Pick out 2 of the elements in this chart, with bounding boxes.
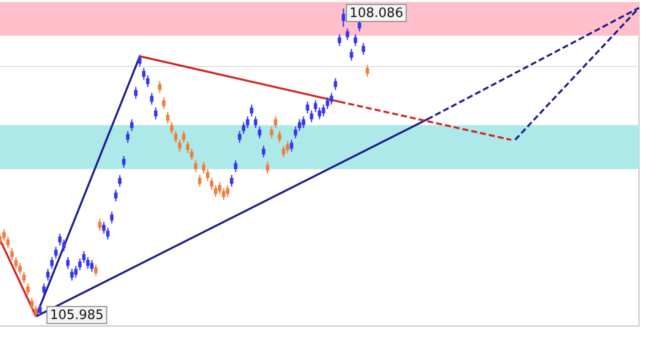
- annotation: 105.985: [50, 308, 104, 323]
- annotation: 108.086: [349, 6, 404, 21]
